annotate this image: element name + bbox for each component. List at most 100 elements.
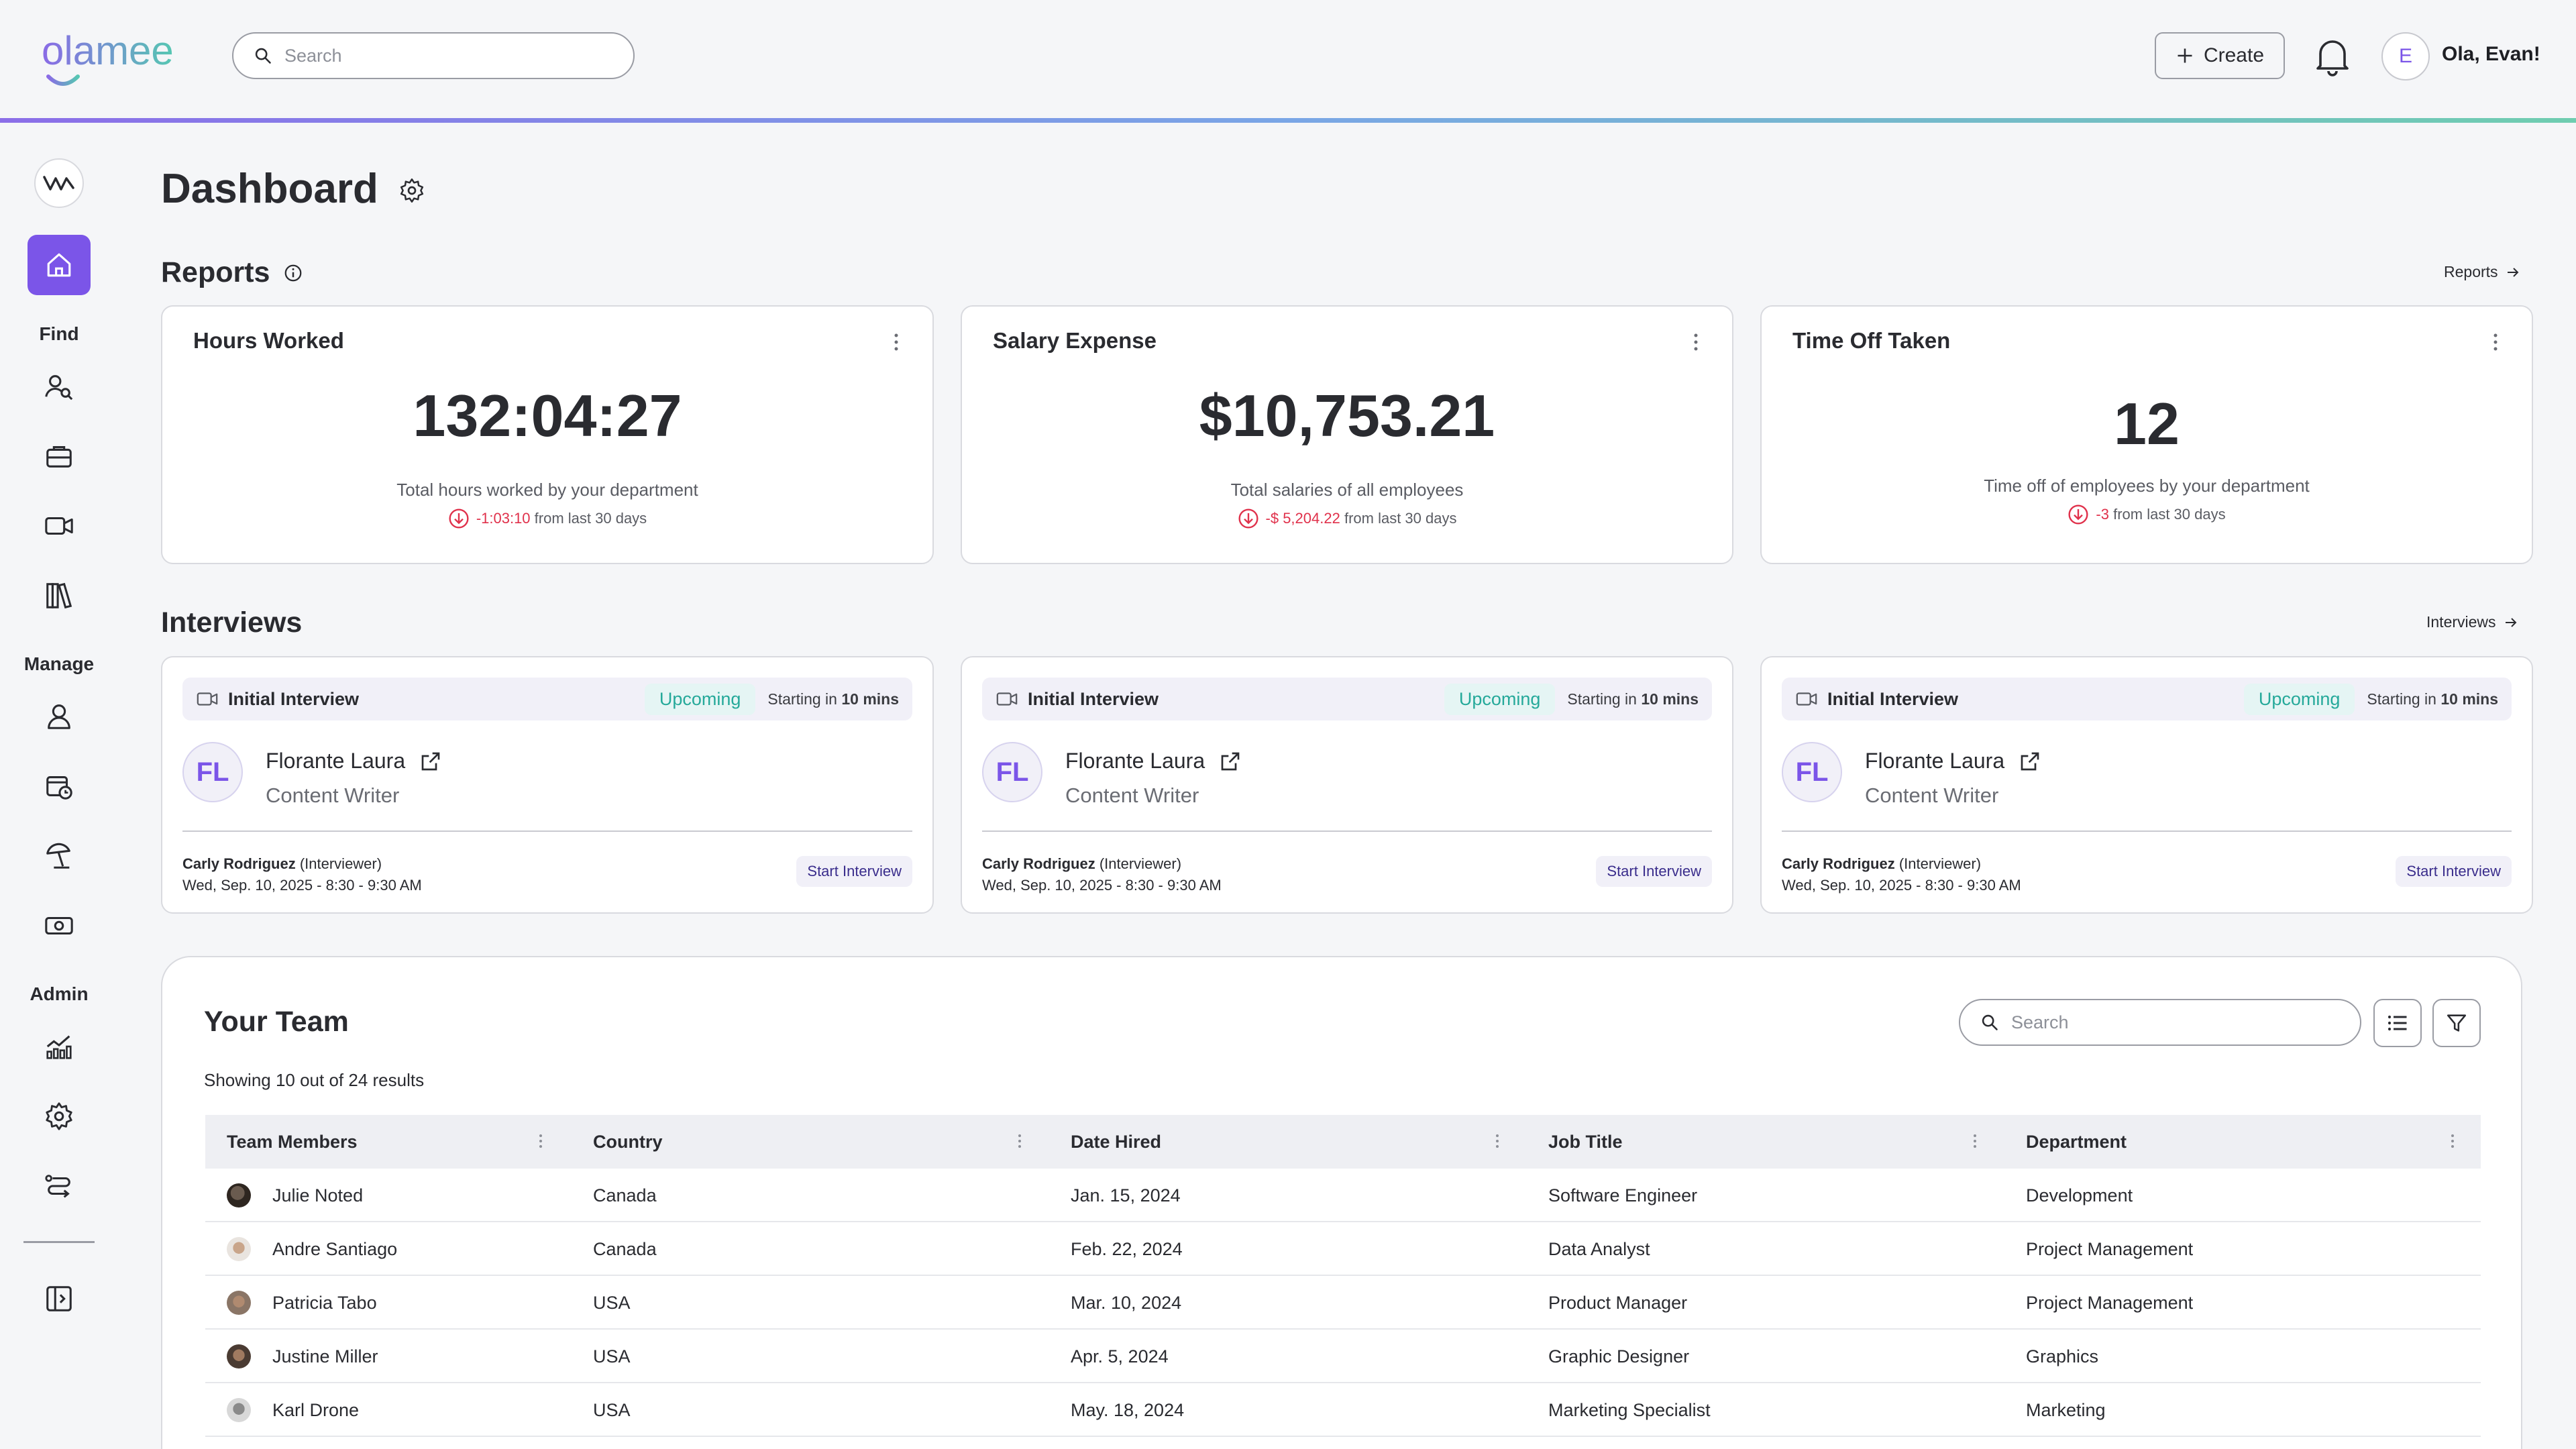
report-value: $10,753.21 (1199, 382, 1495, 449)
interview-header: Initial Interview Upcoming Starting in 1… (182, 678, 912, 720)
sidebar-item-find-people[interactable] (40, 368, 78, 405)
sidebar-divider (23, 1241, 95, 1243)
member-name: Patricia Tabo (272, 1292, 377, 1313)
sidebar-toggle-icon (46, 1286, 72, 1311)
results-count: Showing 10 out of 24 results (204, 1070, 425, 1090)
start-interview-button[interactable]: Start Interview (796, 856, 912, 887)
candidate-name: Florante Laura (266, 749, 406, 773)
workflow-icon (45, 1175, 70, 1198)
date-hired-cell: Feb. 22, 2024 (1071, 1238, 1183, 1259)
start-interview-button[interactable]: Start Interview (2396, 856, 2512, 887)
country-cell: USA (593, 1292, 631, 1313)
member-name: Justine Miller (272, 1346, 378, 1366)
library-icon (46, 582, 72, 609)
sidebar-item-find-jobs[interactable] (40, 437, 78, 475)
column-menu-icon[interactable] (1495, 1132, 1500, 1150)
column-menu-icon[interactable] (1017, 1132, 1022, 1150)
interviewer-tag: (Interviewer) (1898, 855, 1982, 872)
table-row[interactable]: Patricia Tabo USA Mar. 10, 2024 Product … (205, 1276, 2481, 1330)
sidebar-section-manage: Manage (23, 653, 95, 674)
create-button[interactable]: Create (2155, 32, 2285, 79)
interview-card: Initial Interview Upcoming Starting in 1… (961, 656, 1733, 914)
global-search-input[interactable]: Search (232, 32, 635, 79)
arrow-right-icon (2505, 617, 2516, 627)
notifications-button[interactable] (2312, 35, 2353, 78)
video-icon (996, 692, 1018, 706)
report-card-title: Salary Expense (993, 328, 1157, 353)
dashboard-settings-button[interactable] (398, 177, 425, 204)
sidebar-item-manage-people[interactable] (40, 698, 78, 735)
column-header[interactable]: Team Members (227, 1131, 358, 1152)
interview-header: Initial Interview Upcoming Starting in 1… (982, 678, 1712, 720)
report-delta-suffix: from last 30 days (1344, 510, 1457, 527)
sidebar-item-admin-analytics[interactable] (40, 1028, 78, 1065)
kebab-menu-icon[interactable] (892, 332, 900, 352)
beach-umbrella-icon (46, 843, 70, 869)
external-link-icon[interactable] (1220, 751, 1241, 772)
team-panel: Your Team Search Showing 10 out of 24 re… (161, 956, 2522, 1449)
sidebar-item-manage-schedule[interactable] (40, 767, 78, 805)
table-row[interactable]: Justine Miller USA Apr. 5, 2024 Graphic … (205, 1330, 2481, 1383)
interviewer-tag: (Interviewer) (1099, 855, 1182, 872)
report-value: 132:04:27 (413, 382, 682, 449)
report-delta-value: -3 (2096, 506, 2109, 523)
interview-type: Initial Interview (1827, 688, 1959, 709)
video-icon (45, 517, 73, 535)
column-header[interactable]: Country (593, 1131, 663, 1152)
plus-icon (2178, 48, 2192, 63)
gear-icon (400, 178, 424, 203)
kebab-menu-icon[interactable] (1692, 332, 1700, 352)
countdown-time: 10 mins (2440, 690, 2498, 708)
team-heading: Your Team (204, 1006, 349, 1038)
olamee-logo[interactable]: olamee (42, 30, 203, 94)
report-delta-suffix: from last 30 days (2113, 506, 2226, 523)
user-greeting[interactable]: Ola, Evan! (2442, 43, 2540, 65)
table-row[interactable]: Andre Santiago Canada Feb. 22, 2024 Data… (205, 1222, 2481, 1276)
table-row[interactable]: Karl Drone USA May. 18, 2024 Marketing S… (205, 1383, 2481, 1437)
table-row[interactable]: Julie Noted Canada Jan. 15, 2024 Softwar… (205, 1169, 2481, 1222)
column-menu-icon[interactable] (538, 1132, 543, 1150)
company-logo[interactable] (34, 158, 84, 208)
reports-link[interactable]: Reports (2444, 263, 2521, 281)
sidebar-item-admin-workflow[interactable] (40, 1167, 78, 1205)
candidate-name: Florante Laura (1065, 749, 1205, 773)
external-link-icon[interactable] (2019, 751, 2041, 772)
sidebar-item-home[interactable] (28, 235, 91, 295)
report-description: Time off of employees by your department (1984, 476, 2310, 496)
kebab-menu-icon[interactable] (2491, 332, 2500, 352)
candidate-name-row: Florante Laura (1065, 749, 1241, 773)
country-cell: Canada (593, 1238, 657, 1259)
sidebar-item-manage-payroll[interactable] (40, 907, 78, 945)
olamee-wordmark: olamee (42, 30, 174, 86)
team-search-input[interactable]: Search (1959, 999, 2361, 1046)
sidebar-item-find-interviews[interactable] (40, 507, 78, 545)
column-header[interactable]: Department (2026, 1131, 2127, 1152)
filter-button[interactable] (2432, 999, 2481, 1047)
column-menu-icon[interactable] (2450, 1132, 2455, 1150)
department-cell: Project Management (2026, 1238, 2194, 1259)
member-cell: Julie Noted (227, 1169, 363, 1222)
arrow-down-circle-icon (449, 508, 469, 529)
page-title: Dashboard (161, 166, 378, 212)
start-interview-button[interactable]: Start Interview (1596, 856, 1712, 887)
list-view-button[interactable] (2373, 999, 2422, 1047)
column-header[interactable]: Date Hired (1071, 1131, 1162, 1152)
avatar (227, 1183, 251, 1208)
report-delta-value: -1:03:10 (476, 510, 531, 527)
sidebar-item-find-library[interactable] (40, 577, 78, 614)
interviews-heading: Interviews (161, 606, 303, 639)
external-link-icon[interactable] (420, 751, 441, 772)
sidebar-collapse-button[interactable] (40, 1280, 78, 1318)
interview-header: Initial Interview Upcoming Starting in 1… (1782, 678, 2512, 720)
report-delta: -$ 5,204.22 from last 30 days (962, 508, 1732, 529)
sidebar-item-admin-settings[interactable] (40, 1097, 78, 1135)
reports-info-button[interactable] (283, 263, 303, 283)
report-delta-suffix: from last 30 days (534, 510, 647, 527)
interviews-link[interactable]: Interviews (2426, 613, 2519, 631)
column-menu-icon[interactable] (1972, 1132, 1978, 1150)
divider (1782, 830, 2512, 832)
money-icon (45, 916, 73, 935)
column-header[interactable]: Job Title (1548, 1131, 1623, 1152)
user-avatar[interactable]: E (2381, 32, 2430, 80)
sidebar-item-manage-timeoff[interactable] (40, 837, 78, 875)
